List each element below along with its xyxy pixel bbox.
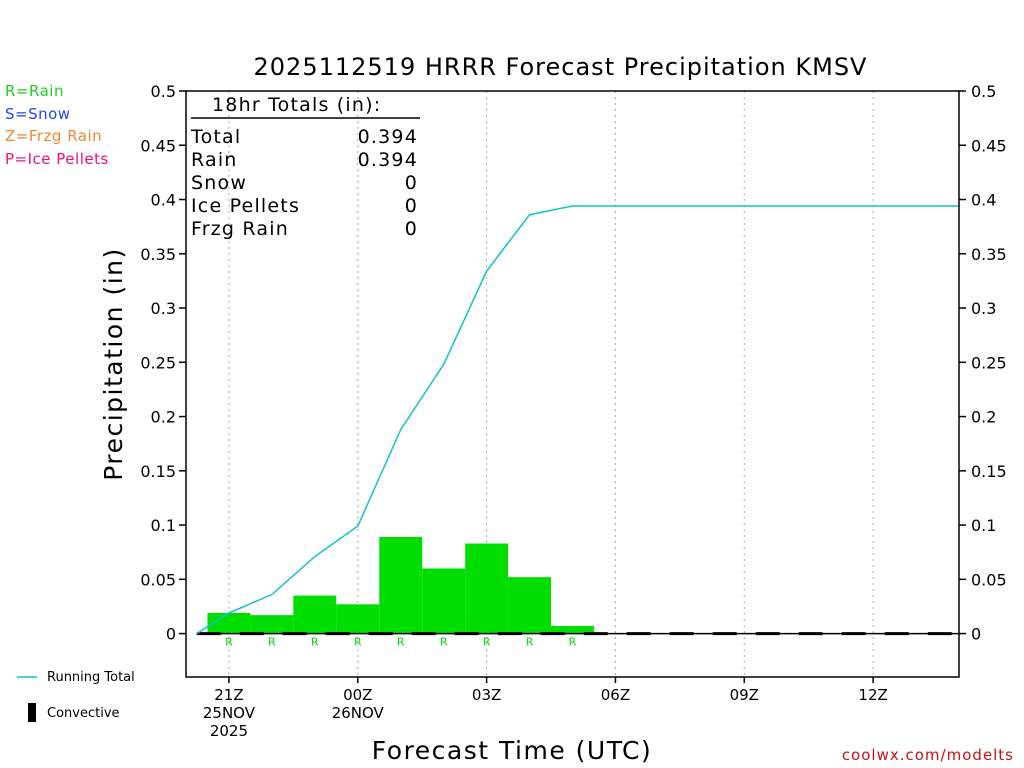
totals-label-2: Snow [191,172,247,194]
ptype-label-7: R [526,636,534,649]
totals-label-4: Frzg Rain [191,218,289,240]
y-tick-label-left-0: 0 [166,625,176,644]
ptype-label-6: R [483,636,491,649]
legend-convective-swatch [28,703,36,722]
ptype-key-ice-pellets: P=Ice Pellets [5,150,109,168]
x-tick-label-3-0: 06Z [601,686,630,704]
precip-bar-5 [422,568,466,634]
y-tick-label-right-1: 0.05 [971,570,1007,589]
y-tick-label-left-9: 0.45 [140,136,176,155]
precip-bar-4 [379,537,423,634]
totals-title: 18hr Totals (in): [212,94,381,116]
y-tick-label-right-8: 0.4 [971,191,996,210]
precip-bar-7 [508,577,552,634]
ptype-key-snow: S=Snow [5,105,71,123]
x-tick-label-0-1: 25NOV [203,704,256,722]
x-tick-label-5-0: 12Z [858,686,887,704]
precip-bar-2 [293,595,337,634]
chart-title: 2025112519 HRRR Forecast Precipitation K… [254,53,868,81]
x-tick-label-0-2: 2025 [210,722,248,740]
ptype-label-4: R [397,636,405,649]
y-tick-label-right-10: 0.5 [971,82,996,101]
running-total-line [196,205,959,635]
y-tick-label-left-2: 0.1 [151,516,176,535]
ptype-key-rain: R=Rain [5,82,64,100]
y-tick-label-right-6: 0.3 [971,299,996,318]
y-tick-label-right-9: 0.45 [971,136,1007,155]
ptype-label-0: R [225,636,233,649]
totals-label-0: Total [190,126,241,148]
plot-frame [185,90,960,678]
credit-text: coolwx.com/modelts [841,746,1014,764]
y-tick-label-left-6: 0.3 [151,299,176,318]
x-tick-label-1-0: 00Z [343,686,372,704]
totals-label-1: Rain [191,149,238,171]
y-tick-label-right-3: 0.15 [971,462,1007,481]
y-axis-label: Precipitation (in) [99,247,128,481]
precip-bar-6 [465,543,509,634]
precip-bar-0 [207,612,251,634]
y-tick-label-left-7: 0.35 [140,245,176,264]
totals-label-3: Ice Pellets [191,195,300,217]
precip-bar-3 [336,604,380,634]
y-tick-label-right-5: 0.25 [971,353,1007,372]
y-tick-label-left-1: 0.05 [140,570,176,589]
ptype-label-8: R [569,636,577,649]
totals-value-4: 0 [405,218,418,240]
x-tick-label-2-0: 03Z [472,686,501,704]
precip-bar-8 [551,625,594,634]
totals-value-1: 0.394 [358,149,418,171]
totals-value-0: 0.394 [358,126,418,148]
x-tick-label-4-0: 09Z [730,686,759,704]
y-tick-label-right-4: 0.2 [971,408,996,427]
precip-bar-1 [250,615,294,634]
y-tick-label-left-3: 0.15 [140,462,176,481]
ptype-key-frzg-rain: Z=Frzg Rain [5,127,103,145]
x-tick-label-1-1: 26NOV [332,704,385,722]
ptype-label-2: R [311,636,319,649]
y-tick-label-right-2: 0.1 [971,516,996,535]
y-tick-label-left-4: 0.2 [151,408,176,427]
y-tick-label-right-0: 0 [971,625,981,644]
ptype-label-5: R [440,636,448,649]
totals-value-2: 0 [405,172,418,194]
legend-convective-label: Convective [47,706,120,721]
legend-running-total-label: Running Total [47,670,135,685]
x-axis-label: Forecast Time (UTC) [372,736,652,765]
totals-value-3: 0 [405,195,418,217]
ptype-label-1: R [268,636,276,649]
y-tick-label-left-8: 0.4 [151,191,176,210]
y-tick-label-left-5: 0.25 [140,353,176,372]
y-tick-label-right-7: 0.35 [971,245,1007,264]
y-tick-label-left-10: 0.5 [151,82,176,101]
ptype-label-3: R [354,636,362,649]
x-tick-label-0-0: 21Z [214,686,243,704]
